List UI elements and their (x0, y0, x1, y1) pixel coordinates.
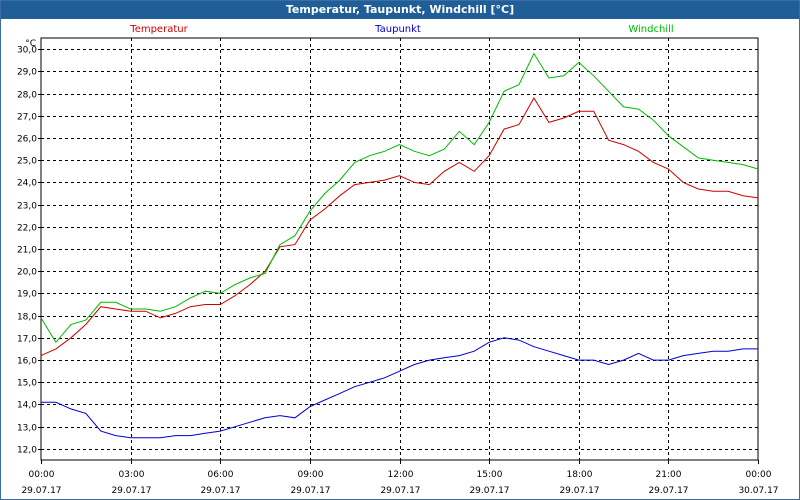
series-line-taupunkt (41, 337, 758, 439)
y-tick-label: 21,0 (17, 246, 37, 256)
series-line-temperatur (40, 97, 759, 357)
x-tick-date-label: 30.07.17 (738, 486, 778, 496)
y-tick-label: 19,0 (17, 290, 37, 300)
y-tick-label: 27,0 (17, 113, 37, 123)
y-tick-label: 13,0 (17, 424, 37, 434)
x-tick-date-label: 29.07.17 (559, 486, 599, 496)
x-tick-time-label: 06:00 (208, 470, 234, 480)
x-tick-time-label: 00:00 (29, 470, 55, 480)
y-tick-label: 15,0 (17, 379, 37, 389)
series-line-windchill (40, 52, 759, 344)
x-tick-time-label: 09:00 (298, 470, 324, 480)
x-tick-time-label: 18:00 (567, 470, 593, 480)
y-tick-label: 29,0 (17, 68, 37, 78)
y-tick-label: 16,0 (17, 357, 37, 367)
x-tick-date-label: 29.07.17 (648, 486, 688, 496)
plot-area (40, 37, 759, 461)
x-tick-time-label: 12:00 (388, 470, 414, 480)
legend-taupunkt: Taupunkt (374, 24, 421, 35)
y-tick-label: 22,0 (17, 224, 37, 234)
y-tick-label: 23,0 (17, 202, 37, 212)
y-tick-label: 18,0 (17, 313, 37, 323)
legend-windchill: Windchill (628, 24, 673, 35)
x-tick-date-label: 29.07.17 (21, 486, 61, 496)
y-tick-label: 20,0 (17, 268, 37, 278)
y-tick-label: 30,0 (17, 46, 37, 56)
y-tick-label: 26,0 (17, 135, 37, 145)
x-tick-time-label: 15:00 (477, 470, 503, 480)
x-tick-time-label: 03:00 (119, 470, 145, 480)
y-tick-label: 17,0 (17, 335, 37, 345)
x-tick-date-label: 29.07.17 (469, 486, 509, 496)
x-tick-time-label: 00:00 (746, 470, 772, 480)
x-tick-date-label: 29.07.17 (290, 486, 330, 496)
y-tick-label: 25,0 (17, 157, 37, 167)
x-tick-date-label: 29.07.17 (380, 486, 420, 496)
legend-temperatur: Temperatur (129, 24, 188, 35)
x-tick-date-label: 29.07.17 (111, 486, 151, 496)
y-tick-label: 14,0 (17, 401, 37, 411)
y-tick-label: 12,0 (17, 446, 37, 456)
window-title: Temperatur, Taupunkt, Windchill [°C] (1, 1, 799, 19)
x-tick-time-label: 21:00 (656, 470, 682, 480)
y-tick-label: 24,0 (17, 179, 37, 189)
y-tick-label: 28,0 (17, 91, 37, 101)
x-tick-date-label: 29.07.17 (200, 486, 240, 496)
y-axis-unit-label: °C (25, 39, 36, 49)
